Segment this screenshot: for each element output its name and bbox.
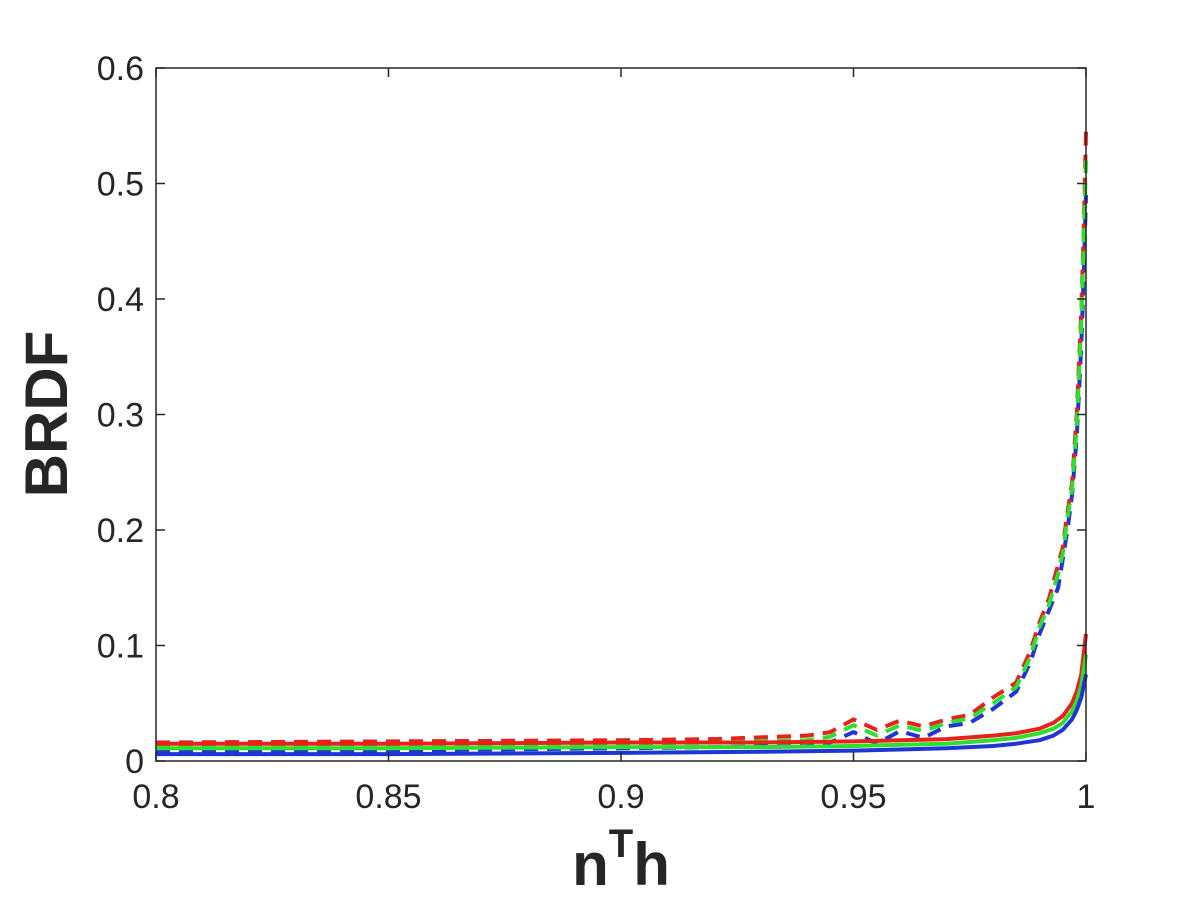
series-1-solid-line <box>156 654 1088 751</box>
y-tick-label: 0.4 <box>97 281 144 319</box>
x-axis-label-superscript: T <box>609 822 633 866</box>
y-tick-label: 0.3 <box>97 397 144 435</box>
series-2-solid-line <box>156 674 1088 757</box>
x-axis-label: nTh <box>572 822 670 898</box>
y-tick-label: 0.2 <box>97 512 144 550</box>
y-tick-label: 0.1 <box>97 628 144 666</box>
series-layer <box>155 131 1088 757</box>
x-axis-label-tail: h <box>633 831 670 898</box>
tick-label-layer: 0.8 0.85 0.9 0.95 1 0 0.1 0.2 0.3 0.4 0.5 0.6 <box>97 50 1096 816</box>
x-tick-label: 0.9 <box>597 778 644 816</box>
series-0-solid-line <box>156 633 1088 746</box>
tick-layer <box>155 67 1087 762</box>
y-tick-label: 0.5 <box>97 166 144 204</box>
x-tick-label: 0.8 <box>132 778 179 816</box>
y-tick-label: 0 <box>125 743 144 781</box>
x-axis-label-main: n <box>572 831 609 898</box>
x-tick-label: 0.85 <box>355 778 421 816</box>
y-tick-label: 0.6 <box>97 50 144 88</box>
y-axis-label: BRDF <box>13 331 80 498</box>
x-tick-label: 1 <box>1077 778 1096 816</box>
x-tick-label: 0.95 <box>820 778 886 816</box>
